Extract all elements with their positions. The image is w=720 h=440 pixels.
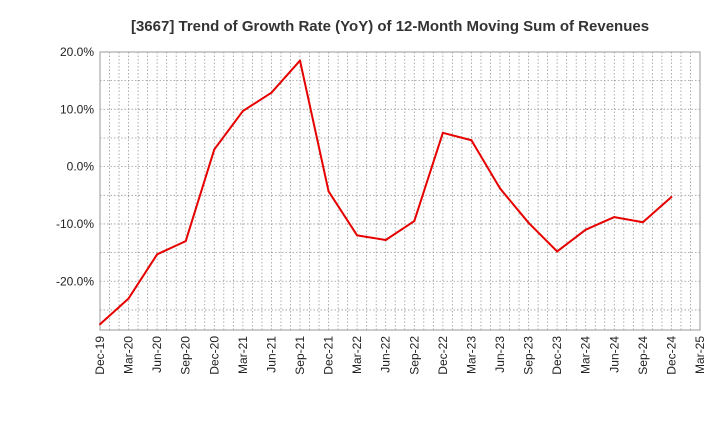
x-tick-label: Dec-19 — [93, 336, 107, 375]
y-tick-label: -20.0% — [56, 274, 94, 288]
x-axis-tick-labels: Dec-19 Mar-20 Jun-20 Sep-20 Dec-20 Mar-21 Jun-… — [93, 336, 707, 375]
x-tick-label: Sep-23 — [522, 336, 536, 375]
x-tick-label: Dec-20 — [207, 336, 221, 375]
x-tick-label: Jun-20 — [150, 336, 164, 373]
data-point — [527, 221, 530, 224]
y-tick-label: 0.0% — [67, 160, 95, 174]
data-point — [499, 187, 501, 190]
y-tick-label: 10.0% — [60, 102, 94, 116]
x-tick-label: Jun-22 — [379, 336, 393, 373]
x-tick-label: Mar-24 — [579, 336, 593, 374]
data-point — [356, 234, 359, 237]
x-tick-label: Mar-22 — [350, 336, 364, 374]
y-tick-label: 20.0% — [60, 45, 94, 59]
x-tick-label: Sep-24 — [636, 336, 650, 375]
x-tick-label: Sep-20 — [179, 336, 193, 375]
x-tick-label: Dec-21 — [322, 336, 336, 375]
series-group — [99, 59, 673, 326]
x-tick-label: Mar-23 — [464, 336, 478, 374]
y-tick-label: -10.0% — [56, 217, 94, 231]
chart-title: [3667] Trend of Growth Rate (YoY) of 12-… — [131, 18, 649, 35]
x-tick-label: Jun-24 — [607, 336, 621, 373]
data-point — [213, 148, 216, 151]
x-tick-label: Dec-23 — [550, 336, 564, 375]
data-point — [470, 139, 473, 142]
x-tick-label: Sep-22 — [407, 336, 421, 375]
data-point — [127, 297, 130, 300]
data-point — [584, 228, 587, 231]
data-point — [99, 323, 101, 326]
data-point — [299, 59, 301, 62]
data-point — [327, 190, 330, 193]
data-point — [641, 221, 644, 224]
data-point — [556, 250, 559, 253]
plot-area — [99, 51, 701, 331]
y-axis-tick-labels: 20.0% 10.0% 0.0% -10.0% -20.0% — [56, 45, 94, 288]
x-tick-label: Mar-21 — [236, 336, 250, 374]
vertical-gridlines — [109, 52, 691, 330]
data-point — [156, 253, 159, 256]
x-tick-label: Dec-24 — [664, 336, 678, 375]
data-point — [384, 239, 387, 242]
data-point — [670, 196, 673, 199]
x-tick-label: Dec-22 — [436, 336, 450, 375]
data-point — [613, 216, 616, 219]
data-point — [241, 110, 244, 113]
data-point — [270, 91, 273, 94]
x-tick-label: Mar-25 — [693, 336, 707, 374]
x-tick-label: Jun-23 — [493, 336, 507, 373]
data-point — [184, 240, 187, 243]
data-point — [413, 220, 416, 223]
data-point — [441, 131, 444, 134]
x-tick-label: Sep-21 — [293, 336, 307, 375]
x-tick-label: Jun-21 — [264, 336, 278, 373]
x-tick-label: Mar-20 — [122, 336, 136, 374]
